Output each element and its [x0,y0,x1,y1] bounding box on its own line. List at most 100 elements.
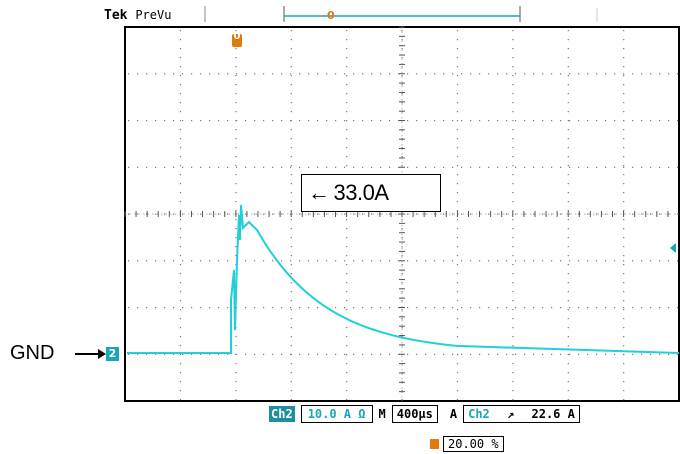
grid-dot [137,120,139,122]
grid-dot [164,73,166,75]
grid-dot [470,73,472,75]
rising-edge-icon: ↗ [507,407,515,421]
grid-dot [569,120,571,122]
mode-label: PreVu [135,8,172,22]
trigger-mode: A [449,407,458,421]
grid-dot [146,120,148,122]
grid-dot [623,318,625,320]
grid-dot [567,111,569,113]
grid-dot [235,390,237,392]
grid-dot [623,336,625,338]
grid-dot [179,120,182,122]
grid-dot [659,120,661,122]
grid-dot [512,147,514,149]
grid-dot [401,138,403,140]
grid-dot [569,260,571,262]
grid-dot [659,213,661,215]
grid-dot [179,39,182,41]
grid-dot [346,372,348,374]
grid-dot [587,213,589,215]
grid-dot [677,260,679,262]
channel-tag[interactable]: Ch2 [269,406,295,422]
grid-dot [272,213,274,215]
grid-dot [308,120,310,122]
grid-dot [512,291,514,293]
grid-dot [407,120,409,122]
grid-dot [479,260,481,262]
trigger-position-icon [430,439,439,449]
grid-dot [290,120,292,122]
grid-dot [209,307,211,309]
grid-dot [567,120,569,122]
grid-dot [456,336,459,338]
grid-dot [567,39,569,41]
trigger-readout[interactable]: Ch2 ↗ 22.6 A [463,405,580,423]
grid-dot [456,147,459,149]
grid-dot [317,120,319,122]
grid-dot [346,57,348,59]
grid-dot [401,327,403,329]
grid-dot [623,192,625,194]
grid-dot [317,260,319,262]
grid-dot [227,120,229,122]
grid-dot [346,48,348,50]
grid-dot [146,260,148,262]
grid-dot [179,102,182,104]
grid-dot [155,307,157,309]
grid-dot [515,166,517,168]
grid-dot [179,57,182,59]
grid-dot [456,399,459,401]
gnd-label: GND [10,342,55,364]
grid-dot [659,260,661,262]
grid-dot [425,166,427,168]
grid-dot [173,353,175,355]
grid-dot [650,213,652,215]
grid-dot [146,73,148,75]
grid-dot [470,260,472,262]
grid-dot [512,30,514,32]
timebase-readout[interactable]: 400µs [391,405,438,423]
vertical-scale-readout[interactable]: 10.0 A Ω [300,405,373,423]
grid-dot [245,213,247,215]
grid-dot [398,260,400,262]
grid-dot [346,291,348,293]
grid-dot [299,73,301,75]
grid-dot [479,73,481,75]
grid-dot [456,84,459,86]
grid-dot [218,120,220,122]
grid-dot [512,273,514,275]
grid-dot [344,120,346,122]
grid-dot [668,120,670,122]
grid-dot [401,291,403,293]
grid-dot [452,307,454,309]
grid-dot [179,282,182,284]
grid-dot [512,318,514,320]
grid-dot [461,213,463,215]
grid-dot [542,353,544,355]
grid-dot [456,93,459,95]
grid-dot [236,73,238,75]
grid-dot [362,166,364,168]
grid-dot [146,166,148,168]
grid-dot [254,166,256,168]
grid-dot [567,192,569,194]
grid-dot [456,30,459,32]
grid-dot [456,138,459,140]
grid-dot [677,353,679,355]
grid-dot [512,48,514,50]
grid-dot [650,353,652,355]
grid-dot [578,73,580,75]
grid-dot [346,39,348,41]
grid-dot [179,75,182,77]
grid-dot [179,354,182,356]
grid-dot [512,75,514,77]
grid-dot [236,166,238,168]
grid-dot [488,213,490,215]
grid-dot [497,260,499,262]
grid-dot [434,260,436,262]
grid-dot [425,120,427,122]
grid-dot [623,264,625,266]
grid-dot [353,353,355,355]
grid-dot [235,192,237,194]
grid-dot [326,73,328,75]
